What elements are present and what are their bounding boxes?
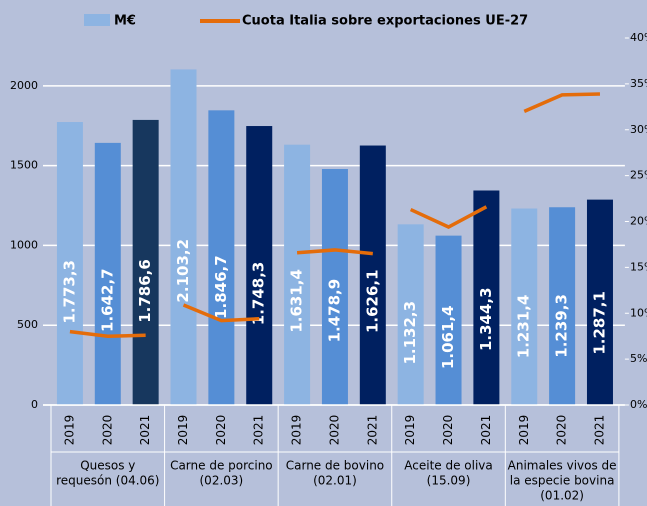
group-label: la especie bovina xyxy=(510,474,615,488)
share-line xyxy=(523,92,601,114)
y-tick-label: 1500 xyxy=(10,159,38,172)
legend-swatch xyxy=(84,14,110,26)
data-label: 1.626,1 xyxy=(363,269,381,333)
group-label: Quesos y xyxy=(80,459,135,473)
x-tick-label: 2019 xyxy=(290,415,304,446)
group-label: Carne de porcino xyxy=(170,459,273,473)
y2-tick-label: 30% xyxy=(630,123,647,136)
legend-label: M€ xyxy=(114,14,136,29)
group-label: Aceite de oliva xyxy=(404,459,493,473)
y-tick-label: 1000 xyxy=(10,238,38,251)
x-tick-label: 2019 xyxy=(62,415,76,446)
y-tick-label: 0 xyxy=(31,398,38,411)
y-tick-label: 500 xyxy=(17,318,38,331)
y2-tick-label: 15% xyxy=(630,260,647,273)
bar xyxy=(586,199,613,405)
data-label: 2.103,2 xyxy=(174,239,192,303)
bar xyxy=(473,190,500,405)
x-tick-label: 2020 xyxy=(327,415,341,446)
legend-label: Cuota Italia sobre exportaciones UE-27 xyxy=(242,14,528,29)
bar xyxy=(246,126,273,405)
bar xyxy=(94,142,121,406)
group-label: (02.01) xyxy=(313,474,357,488)
y2-tick-label: 0% xyxy=(630,398,647,411)
group-label: (01.02) xyxy=(540,489,584,503)
share-line xyxy=(182,303,260,323)
data-label: 1.287,1 xyxy=(590,291,608,355)
data-label: 1.786,6 xyxy=(136,259,154,323)
data-label: 1.846,7 xyxy=(212,255,230,319)
share-line xyxy=(296,248,373,256)
data-label: 1.631,4 xyxy=(288,269,306,333)
share-line xyxy=(69,329,146,338)
y2-tick-label: 5% xyxy=(630,352,647,365)
data-label: 1.773,3 xyxy=(60,260,78,324)
x-tick-label: 2020 xyxy=(441,415,455,446)
bar xyxy=(56,122,83,405)
data-label: 1.748,3 xyxy=(250,262,268,326)
bar xyxy=(359,145,386,405)
data-label: 1.231,4 xyxy=(515,295,533,359)
bar xyxy=(321,169,348,405)
data-label: 1.132,3 xyxy=(401,301,419,365)
x-tick-label: 2019 xyxy=(403,415,417,446)
y2-tick-label: 40% xyxy=(630,31,647,44)
y2-tick-label: 35% xyxy=(630,77,647,90)
x-tick-label: 2021 xyxy=(252,415,266,446)
data-label: 1.239,3 xyxy=(553,294,571,358)
bar xyxy=(511,208,538,405)
bar xyxy=(435,235,462,405)
x-tick-label: 2019 xyxy=(517,415,531,446)
x-tick-label: 2020 xyxy=(555,415,569,446)
data-label: 1.061,4 xyxy=(439,305,457,369)
bar xyxy=(170,69,197,405)
bar xyxy=(284,144,311,405)
y2-tick-label: 25% xyxy=(630,169,647,182)
group-label: (15.09) xyxy=(427,474,471,488)
x-tick-label: 2020 xyxy=(100,415,114,446)
share-line xyxy=(409,205,488,229)
x-tick-label: 2021 xyxy=(365,415,379,446)
y-tick-label: 2000 xyxy=(10,79,38,92)
group-label: Carne de bovino xyxy=(286,459,384,473)
y2-tick-label: 20% xyxy=(630,215,647,228)
bar xyxy=(132,119,159,406)
data-label: 1.344,3 xyxy=(477,287,495,351)
x-tick-label: 2021 xyxy=(138,415,152,446)
group-label: (02.03) xyxy=(200,474,244,488)
x-tick-label: 2020 xyxy=(214,415,228,446)
data-label: 1.642,7 xyxy=(98,268,116,332)
group-label: requesón (04.06) xyxy=(56,474,159,488)
bar xyxy=(208,110,235,406)
group-label: Animales vivos de xyxy=(508,459,617,473)
data-label: 1.478,9 xyxy=(325,279,343,343)
bar xyxy=(549,207,576,405)
x-tick-label: 2021 xyxy=(479,415,493,446)
x-tick-label: 2019 xyxy=(176,415,190,446)
bar xyxy=(397,224,424,405)
y2-tick-label: 10% xyxy=(630,306,647,319)
x-tick-label: 2021 xyxy=(592,415,606,446)
